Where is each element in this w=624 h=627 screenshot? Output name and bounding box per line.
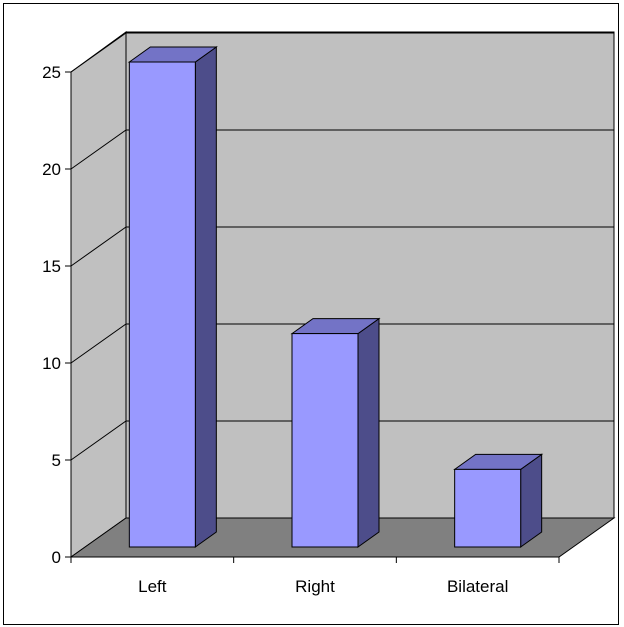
y-axis-ticks: 0 5 10 15 20 25: [42, 63, 71, 567]
bar-right: [290, 317, 381, 548]
y-tick-label: 5: [52, 451, 61, 470]
gridline: [70, 129, 614, 170]
x-tick-label: Left: [138, 577, 167, 596]
x-tick-label: Bilateral: [447, 577, 508, 596]
x-axis-ticks: Left Right Bilateral: [70, 557, 560, 596]
gridline: [70, 32, 614, 73]
bar-left: [127, 46, 218, 548]
bar-side: [194, 46, 217, 548]
bar-side: [520, 453, 543, 548]
gridline: [70, 420, 614, 461]
bar-front: [291, 333, 359, 548]
y-tick-label: 15: [42, 257, 61, 276]
gridline: [70, 323, 614, 364]
y-tick-label: 10: [42, 354, 61, 373]
bars: [127, 46, 544, 548]
x-tick-label: Right: [295, 577, 335, 596]
side-wall: [70, 31, 127, 558]
y-tick-label: 25: [42, 63, 61, 82]
bar-bilateral: [453, 453, 544, 548]
bar-front: [128, 61, 196, 548]
gridline: [70, 226, 614, 267]
y-tick-label: 20: [42, 160, 61, 179]
y-tick-label: 0: [52, 548, 61, 567]
bar-front: [454, 468, 522, 548]
gridlines: [70, 32, 614, 461]
bar-side: [357, 317, 380, 548]
